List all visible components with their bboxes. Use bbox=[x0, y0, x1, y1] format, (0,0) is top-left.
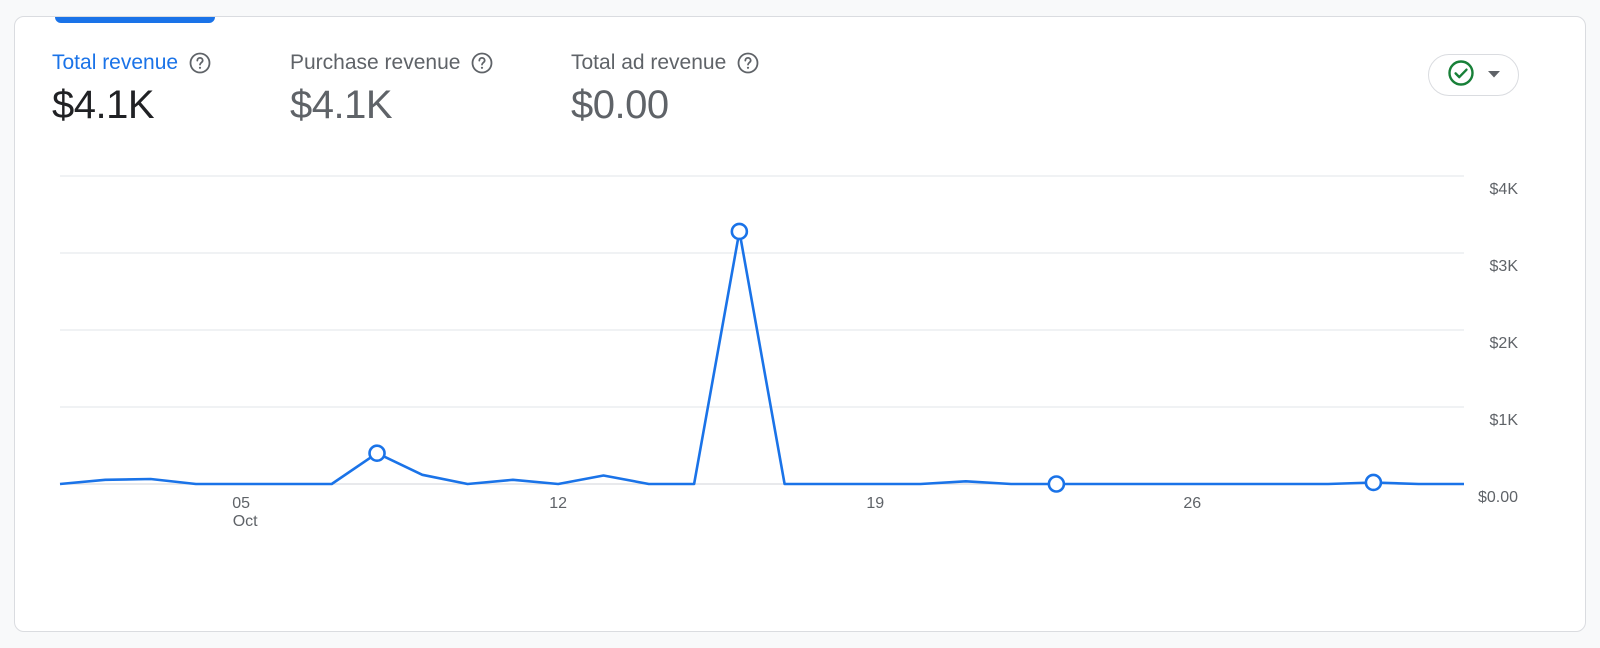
help-icon[interactable] bbox=[470, 51, 494, 75]
metric-total-ad-revenue[interactable]: Total ad revenue $0.00 bbox=[571, 51, 760, 125]
check-circle-icon bbox=[1447, 59, 1475, 92]
data-point bbox=[368, 444, 386, 463]
active-tab-indicator bbox=[55, 17, 215, 23]
x-tick-label: 05 bbox=[232, 495, 250, 512]
series-line bbox=[59, 230, 1464, 486]
x-tick-label: 19 bbox=[866, 495, 884, 512]
data-point bbox=[1047, 475, 1066, 493]
data-point bbox=[730, 222, 749, 241]
metric-value: $0.00 bbox=[571, 83, 669, 127]
x-tick-label: 26 bbox=[1183, 495, 1201, 512]
metric-purchase-revenue[interactable]: Purchase revenue $4.1K bbox=[290, 51, 494, 125]
metric-label: Total ad revenue bbox=[571, 51, 727, 74]
y-tick-label: $0.00 bbox=[1478, 489, 1518, 506]
metric-total-revenue[interactable]: Total revenue $4.1K bbox=[52, 51, 212, 125]
x-tick-sublabel: Oct bbox=[233, 513, 258, 530]
metric-label: Total revenue bbox=[52, 51, 179, 74]
help-icon[interactable] bbox=[188, 51, 212, 75]
data-point bbox=[1364, 473, 1383, 492]
metric-label: Purchase revenue bbox=[290, 51, 461, 74]
metric-value: $4.1K bbox=[290, 83, 393, 127]
metric-value: $4.1K bbox=[52, 83, 155, 127]
y-tick-label: $2K bbox=[1490, 335, 1519, 352]
help-icon[interactable] bbox=[736, 51, 760, 75]
revenue-card: Total revenue $4.1K Purchase revenue $4.… bbox=[14, 16, 1586, 632]
y-tick-label: $3K bbox=[1490, 258, 1519, 275]
x-tick-label: 12 bbox=[549, 495, 567, 512]
data-quality-status-button[interactable] bbox=[1428, 54, 1519, 96]
y-tick-label: $1K bbox=[1490, 412, 1519, 429]
caret-down-icon bbox=[1487, 66, 1501, 84]
y-tick-label: $4K bbox=[1490, 181, 1519, 198]
